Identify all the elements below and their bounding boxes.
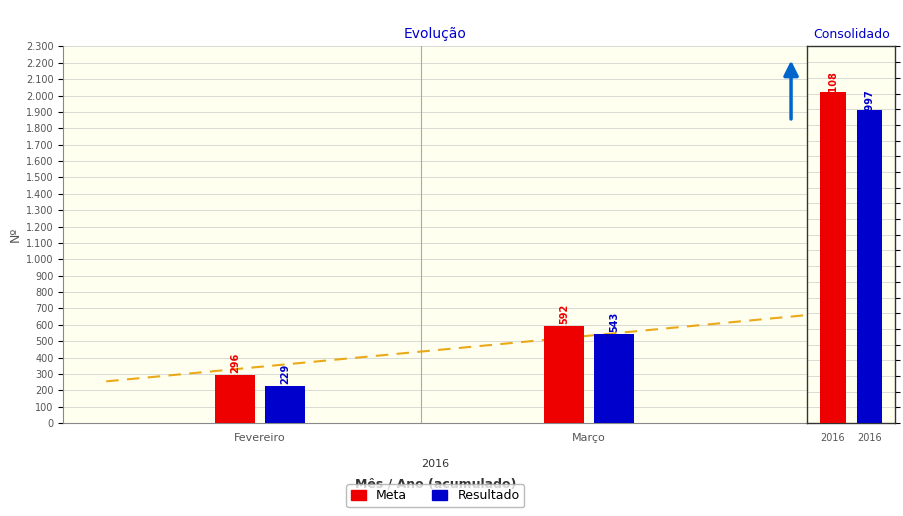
Title: Consolidado: Consolidado: [812, 28, 889, 41]
Text: 229: 229: [280, 363, 290, 384]
Text: 296: 296: [229, 352, 239, 373]
Text: 2.108: 2.108: [827, 71, 837, 102]
Text: 592: 592: [559, 304, 569, 324]
Text: Mês / Ano (acumulado): Mês / Ano (acumulado): [354, 478, 516, 491]
Text: 2016: 2016: [421, 459, 449, 469]
Legend: Meta, Resultado: Meta, Resultado: [346, 484, 524, 507]
Bar: [593, 334, 634, 423]
Bar: [544, 326, 583, 423]
Text: 543: 543: [609, 312, 619, 332]
Text: 1.997: 1.997: [863, 88, 873, 119]
Bar: [265, 385, 305, 423]
Bar: [215, 375, 255, 423]
Bar: [819, 92, 845, 423]
Y-axis label: Nº: Nº: [9, 227, 22, 243]
Bar: [856, 110, 881, 423]
Title: Evolução: Evolução: [404, 27, 466, 41]
